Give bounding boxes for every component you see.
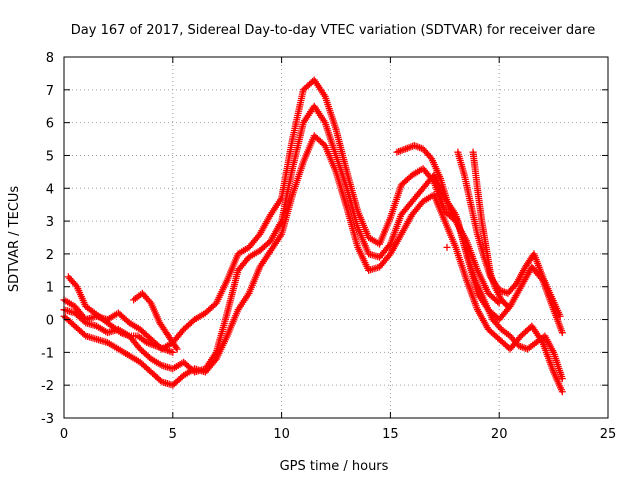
data-point [385, 242, 393, 250]
series-track-8 [469, 148, 512, 310]
y-tick-label: 0 [46, 314, 54, 329]
x-tick-label: 0 [60, 427, 68, 442]
data-point [173, 345, 181, 353]
axes: 0 5 10 15 20 25 -3 -2 -1 0 1 2 3 4 5 6 7 8 [41, 51, 616, 442]
data-point [453, 215, 461, 223]
data-point [443, 243, 451, 251]
series-track-7 [454, 148, 564, 320]
series-track-4 [130, 289, 181, 353]
series-track-3 [60, 132, 566, 396]
y-tick-label: 4 [46, 182, 54, 197]
plot-frame [63, 56, 609, 419]
series-track-5 [64, 273, 177, 356]
data-point [558, 375, 566, 383]
data-point [558, 329, 566, 337]
data-point [503, 301, 511, 309]
chart-title: Day 167 of 2017, Sidereal Day-to-day VTE… [71, 23, 595, 38]
data-point [172, 343, 180, 351]
data-point [146, 297, 154, 305]
y-tick-label: 3 [46, 215, 54, 230]
y-tick-label: -1 [41, 346, 54, 361]
y-axis-label: SDTVAR / TECUs [7, 186, 22, 293]
y-tick-label: 7 [46, 84, 54, 99]
y-tick-label: -3 [41, 412, 54, 427]
data-point [72, 281, 80, 289]
data-point [426, 153, 434, 161]
x-tick-label: 20 [491, 427, 508, 442]
x-tick-label: 25 [600, 427, 617, 442]
series-track-9 [443, 243, 451, 251]
y-tick-label: 2 [46, 248, 54, 263]
plot-area [60, 76, 566, 396]
data-point [211, 357, 219, 365]
data-point [504, 302, 512, 310]
series-track-6 [393, 142, 566, 383]
y-tick-label: -2 [41, 379, 54, 394]
data-point [169, 348, 177, 356]
data-point [558, 388, 566, 396]
y-tick-label: 6 [46, 117, 54, 132]
x-tick-label: 10 [273, 427, 290, 442]
data-point [556, 312, 564, 320]
y-tick-label: 1 [46, 281, 54, 296]
x-tick-label: 15 [382, 427, 399, 442]
y-tick-label: 8 [46, 51, 54, 66]
y-tick-label: 5 [46, 149, 54, 164]
x-axis-label: GPS time / hours [280, 459, 389, 474]
x-tick-label: 5 [169, 427, 177, 442]
